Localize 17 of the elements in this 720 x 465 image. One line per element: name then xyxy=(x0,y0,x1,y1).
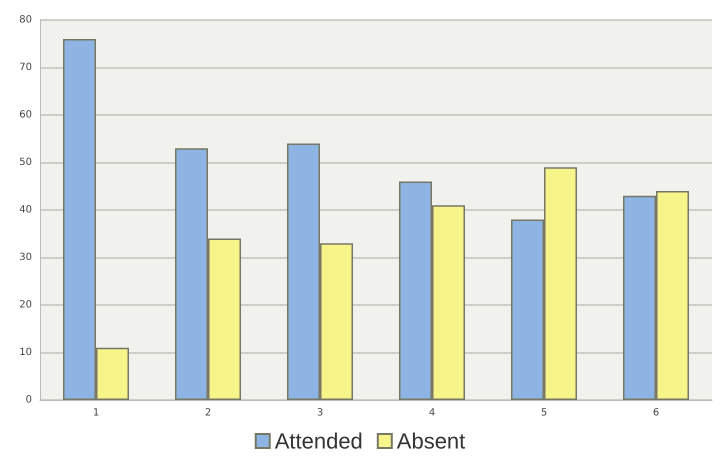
x-tick-label: 5 xyxy=(540,408,548,418)
y-tick-label: 10 xyxy=(19,347,32,358)
y-tick-label: 60 xyxy=(19,110,32,120)
legend-label: Absent xyxy=(396,428,466,454)
y-tick-label: 50 xyxy=(19,157,32,168)
x-tick-label: 4 xyxy=(428,408,436,418)
x-tick-label: 1 xyxy=(92,408,100,418)
x-tick-label: 2 xyxy=(204,408,212,418)
y-tick-label: 80 xyxy=(19,14,32,26)
x-tick-label: 6 xyxy=(652,408,660,418)
legend-label: Attended xyxy=(274,428,363,454)
x-tick-label: 3 xyxy=(316,408,324,418)
y-tick-label: 40 xyxy=(19,204,32,216)
y-tick-label: 0 xyxy=(26,394,32,406)
y-tick-label: 70 xyxy=(19,62,32,73)
y-tick-label: 30 xyxy=(19,252,32,263)
y-tick-label: 20 xyxy=(19,300,32,310)
